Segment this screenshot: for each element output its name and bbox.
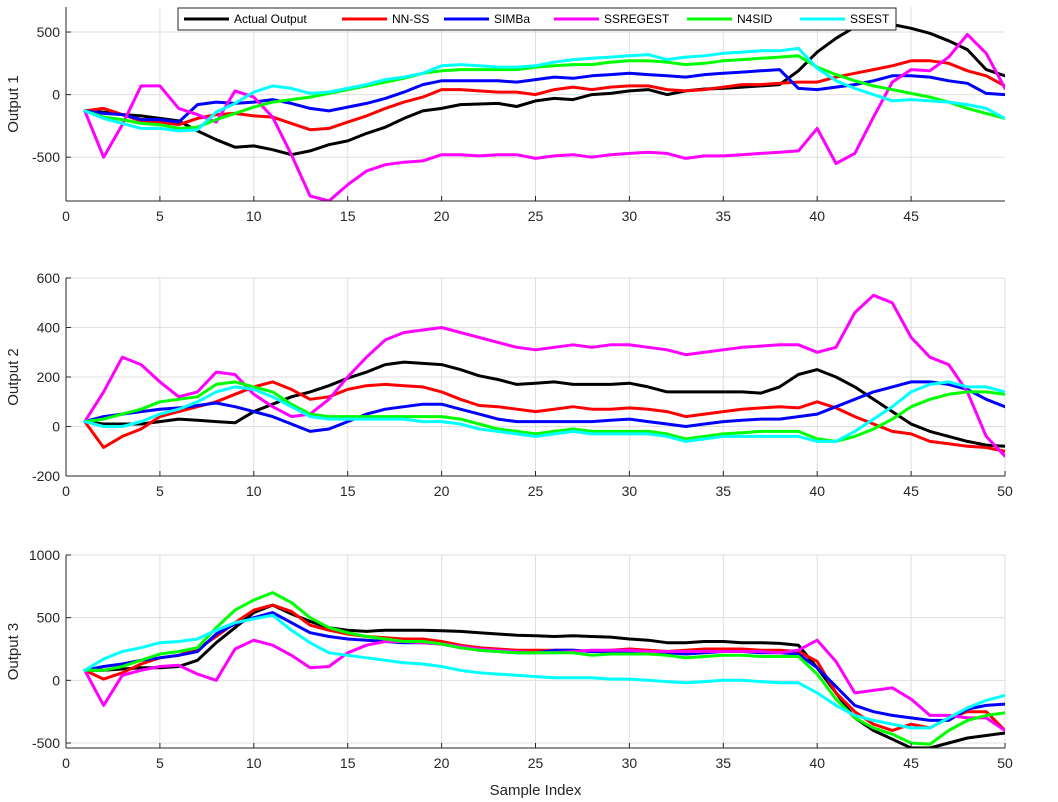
- legend-label: SIMBa: [494, 12, 530, 26]
- x-tick-label: 25: [528, 208, 544, 224]
- y-tick-label: 0: [52, 672, 60, 688]
- legend-label: Actual Output: [234, 12, 307, 26]
- x-tick-label: 0: [62, 208, 70, 224]
- x-tick-label: 30: [622, 755, 638, 771]
- panel-2: 0 5 10 15 20 25 30 35 40 45 506004002000-200Output…: [5, 270, 1013, 499]
- legend: Actual Output NN-SS SIMBa SSREGEST N4SID SSES…: [177, 7, 897, 31]
- y-tick-label: 0: [52, 87, 60, 103]
- x-tick-label: 45: [903, 208, 919, 224]
- x-tick-label: 50: [997, 755, 1013, 771]
- x-tick-label: 10: [246, 483, 262, 499]
- y-axis-label: Output 1: [5, 75, 22, 133]
- y-tick-label: 500: [37, 610, 61, 626]
- x-tick-label: 0: [62, 483, 70, 499]
- y-axis-label: Output 3: [5, 623, 22, 681]
- series-line-ssregest: [83, 293, 1005, 458]
- y-tick-label: -200: [32, 468, 60, 484]
- x-tick-label: 45: [903, 755, 919, 771]
- y-tick-label: 600: [37, 270, 61, 286]
- x-tick-label: 40: [809, 483, 825, 499]
- y-tick-label: -500: [32, 735, 60, 751]
- x-tick-label: 35: [716, 483, 732, 499]
- y-tick-label: 0: [52, 419, 60, 435]
- x-tick-label: 35: [716, 208, 732, 224]
- legend-box: [177, 7, 897, 31]
- y-tick-label: 400: [37, 320, 61, 336]
- x-axis-label: Sample Index: [490, 782, 582, 799]
- series-line-actual-output: [83, 360, 1005, 448]
- x-tick-label: 10: [246, 208, 262, 224]
- x-tick-label: 30: [622, 483, 638, 499]
- x-tick-label: 50: [997, 483, 1013, 499]
- x-tick-label: 20: [434, 483, 450, 499]
- series-line-ssest: [83, 613, 1005, 730]
- series-line-ssregest: [83, 33, 1005, 201]
- x-tick-label: 0: [62, 755, 70, 771]
- series-group: [83, 20, 1005, 201]
- x-tick-label: 15: [340, 208, 356, 224]
- series-line-n4sid: [83, 54, 1005, 130]
- legend-label: SSEST: [850, 12, 890, 26]
- series-line-ssest: [83, 46, 1005, 133]
- x-tick-label: 5: [156, 483, 164, 499]
- x-tick-label: 25: [528, 755, 544, 771]
- series-line-simba: [83, 380, 1005, 433]
- x-tick-label: 35: [716, 755, 732, 771]
- x-tick-label: 30: [622, 208, 638, 224]
- x-tick-label: 40: [809, 755, 825, 771]
- panel-1: 0 5 10 15 20 25 30 35 40 45 500 0 -500 Output 1 Actual…: [5, 7, 1005, 224]
- series-line-ssest: [83, 380, 1005, 443]
- y-tick-label: 1000: [29, 547, 60, 563]
- legend-label: NN-SS: [392, 12, 429, 26]
- series-line-nn-ss: [83, 380, 1005, 453]
- y-tick-label: 200: [37, 369, 61, 385]
- series-group: [83, 591, 1005, 748]
- y-tick-label: 500: [37, 24, 61, 40]
- grid: [65, 554, 1006, 748]
- y-tick-label: -500: [32, 149, 60, 165]
- y-axis-label: Output 2: [5, 348, 22, 406]
- x-tick-label: 45: [903, 483, 919, 499]
- x-tick-label: 25: [528, 483, 544, 499]
- x-tick-label: 40: [809, 208, 825, 224]
- x-tick-label: 20: [434, 755, 450, 771]
- x-tick-label: 5: [156, 208, 164, 224]
- legend-label: N4SID: [737, 12, 773, 26]
- x-tick-label: 15: [340, 755, 356, 771]
- legend-label: SSREGEST: [604, 12, 670, 26]
- x-tick-label: 20: [434, 208, 450, 224]
- x-tick-label: 5: [156, 755, 164, 771]
- x-tick-label: 10: [246, 755, 262, 771]
- x-tick-label: 15: [340, 483, 356, 499]
- series-line-n4sid: [83, 380, 1005, 443]
- series-group: [83, 293, 1005, 458]
